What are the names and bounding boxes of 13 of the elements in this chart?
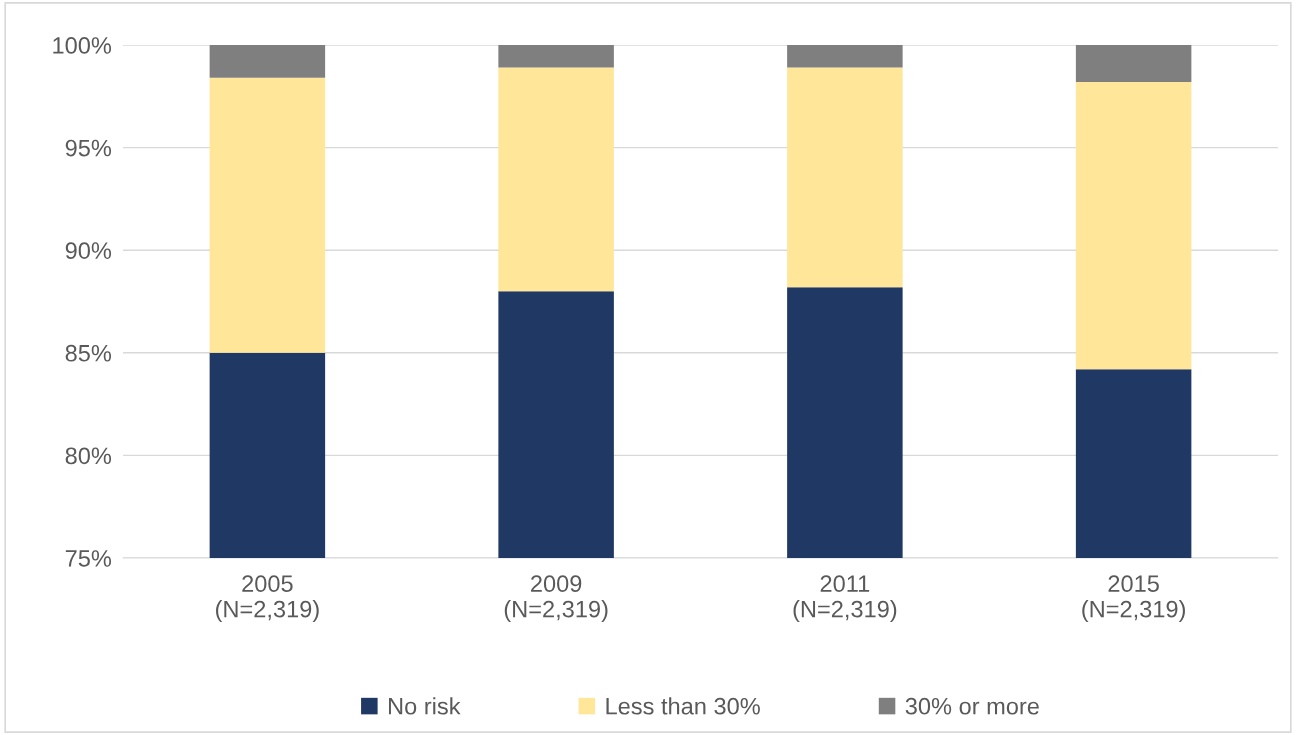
y-tick-label: 85%	[65, 344, 112, 362]
y-tick-label: 95%	[65, 139, 112, 157]
y-tick-label: 100%	[53, 37, 112, 54]
x-tick-label: 2015 (N=2,319)	[1082, 575, 1185, 623]
y-tick-label: 90%	[65, 242, 112, 259]
x-tick-label: 2011 (N=2,319)	[793, 575, 897, 623]
legend-label: No risk	[388, 697, 461, 715]
x-tick-label: 2009 (N=2,319)	[504, 575, 608, 623]
y-tick-label: 80%	[65, 447, 112, 465]
y-tick-label: 75%	[65, 550, 112, 567]
legend-label: Less than 30%	[606, 697, 760, 715]
x-tick-label: 2005 (N=2,319)	[216, 575, 319, 623]
legend-label: 30% or more	[905, 697, 1039, 715]
